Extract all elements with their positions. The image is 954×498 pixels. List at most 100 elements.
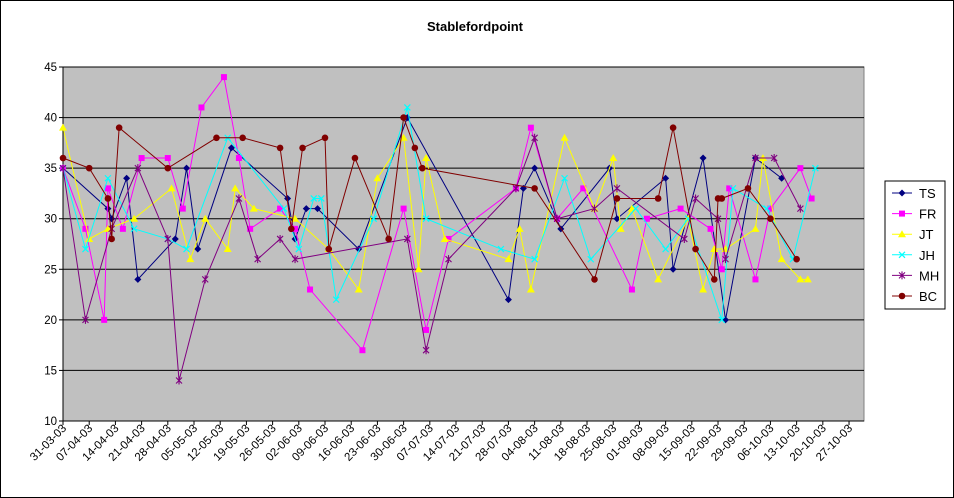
data-point-bc bbox=[321, 134, 329, 142]
data-point-fr bbox=[359, 347, 366, 354]
y-tick-label: 40 bbox=[44, 113, 57, 125]
data-point-bc bbox=[654, 195, 662, 202]
y-tick-label: 45 bbox=[44, 62, 57, 74]
data-point-bc bbox=[104, 195, 112, 202]
data-point-jt bbox=[699, 285, 708, 293]
data-point-fr bbox=[628, 286, 635, 293]
data-point-mh bbox=[201, 275, 209, 284]
data-point-mh bbox=[512, 184, 520, 193]
data-point-jh bbox=[104, 174, 112, 182]
data-point-mh bbox=[591, 204, 598, 213]
data-point-ts bbox=[104, 205, 112, 213]
data-point-fr bbox=[220, 74, 227, 81]
data-point-jt bbox=[751, 224, 760, 232]
data-point-fr bbox=[400, 205, 407, 212]
data-point-mh bbox=[134, 164, 142, 173]
y-tick-label: 10 bbox=[44, 416, 57, 428]
data-point-mh bbox=[175, 376, 183, 385]
data-point-fr bbox=[752, 276, 759, 283]
data-point-fr bbox=[797, 165, 804, 172]
data-point-bc bbox=[419, 164, 426, 172]
legend: TS FR JT JH MH BC bbox=[884, 180, 946, 310]
data-point-ts bbox=[194, 245, 202, 253]
plot-area: 101520253035404531-03-0307-04-0314-04-03… bbox=[28, 62, 865, 464]
y-tick-label: 35 bbox=[44, 163, 57, 175]
data-point-ts bbox=[669, 265, 677, 273]
data-point-jt bbox=[231, 184, 240, 192]
data-point-jt bbox=[399, 133, 408, 141]
data-point-bc bbox=[669, 124, 677, 131]
chart-title: Stablefordpoint bbox=[427, 19, 524, 34]
data-point-jh bbox=[332, 296, 340, 304]
data-point-jt bbox=[130, 214, 139, 222]
data-point-bc bbox=[411, 144, 419, 152]
data-point-jh bbox=[811, 164, 819, 172]
legend-marker-mh bbox=[898, 271, 906, 280]
data-point-bc bbox=[288, 225, 295, 233]
data-point-jt bbox=[609, 154, 618, 162]
data-point-bc bbox=[108, 235, 115, 243]
data-point-ts bbox=[134, 275, 142, 283]
data-point-ts bbox=[613, 215, 621, 223]
data-point-mh bbox=[164, 234, 172, 243]
data-point-jt bbox=[422, 154, 431, 162]
data-point-ts bbox=[123, 174, 131, 182]
data-point-jt bbox=[710, 245, 719, 253]
data-point-bc bbox=[793, 255, 800, 263]
data-point-mh bbox=[422, 346, 430, 355]
data-point-jt bbox=[526, 285, 535, 293]
data-point-fr bbox=[292, 225, 299, 232]
data-point-jt bbox=[654, 275, 663, 283]
data-point-bc bbox=[744, 185, 752, 192]
data-point-mh bbox=[680, 234, 688, 243]
data-point-mh bbox=[722, 255, 729, 264]
data-point-jt bbox=[803, 275, 812, 283]
data-point-fr bbox=[808, 195, 815, 202]
data-point-mh bbox=[445, 255, 452, 264]
data-point-bc bbox=[85, 164, 93, 172]
legend-box bbox=[884, 180, 946, 310]
data-point-bc bbox=[325, 245, 333, 253]
series-mh bbox=[59, 133, 804, 385]
data-point-bc bbox=[115, 124, 123, 131]
y-tick-label: 20 bbox=[44, 315, 57, 327]
data-point-bc bbox=[767, 215, 774, 223]
data-point-jh bbox=[561, 174, 568, 182]
data-point-jt bbox=[560, 133, 569, 141]
data-point-fr bbox=[247, 225, 254, 232]
data-point-bc bbox=[692, 245, 699, 253]
data-point-jh bbox=[718, 316, 726, 324]
series-bc bbox=[59, 114, 800, 283]
data-point-jh bbox=[130, 225, 138, 233]
data-point-bc bbox=[239, 134, 246, 142]
data-point-jh bbox=[632, 205, 640, 213]
data-point-mh bbox=[82, 315, 89, 324]
data-point-fr bbox=[82, 225, 89, 232]
data-point-bc bbox=[613, 195, 621, 202]
data-point-fr bbox=[718, 266, 725, 273]
data-point-jh bbox=[403, 104, 411, 111]
data-point-mh bbox=[254, 255, 262, 264]
data-point-mh bbox=[403, 234, 411, 243]
legend-marker-jt bbox=[898, 230, 906, 238]
legend-label-ts: TS bbox=[919, 186, 936, 201]
data-point-fr bbox=[726, 185, 733, 192]
data-point-fr bbox=[119, 225, 126, 232]
y-tick-label: 30 bbox=[44, 214, 57, 226]
data-point-jt bbox=[291, 214, 300, 222]
data-point-bc bbox=[299, 144, 306, 152]
data-point-ts bbox=[302, 205, 310, 213]
series-line-mh bbox=[62, 136, 801, 381]
data-point-jt bbox=[373, 174, 382, 182]
data-point-ts bbox=[171, 235, 179, 243]
data-point-bc bbox=[385, 235, 392, 243]
data-point-bc bbox=[718, 195, 726, 202]
data-point-mh bbox=[235, 194, 243, 203]
data-point-bc bbox=[400, 114, 407, 121]
legend-marker-jh bbox=[898, 251, 906, 259]
data-point-fr bbox=[677, 205, 684, 212]
data-point-fr bbox=[198, 104, 205, 111]
data-point-mh bbox=[276, 234, 284, 243]
data-point-jt bbox=[515, 224, 524, 232]
